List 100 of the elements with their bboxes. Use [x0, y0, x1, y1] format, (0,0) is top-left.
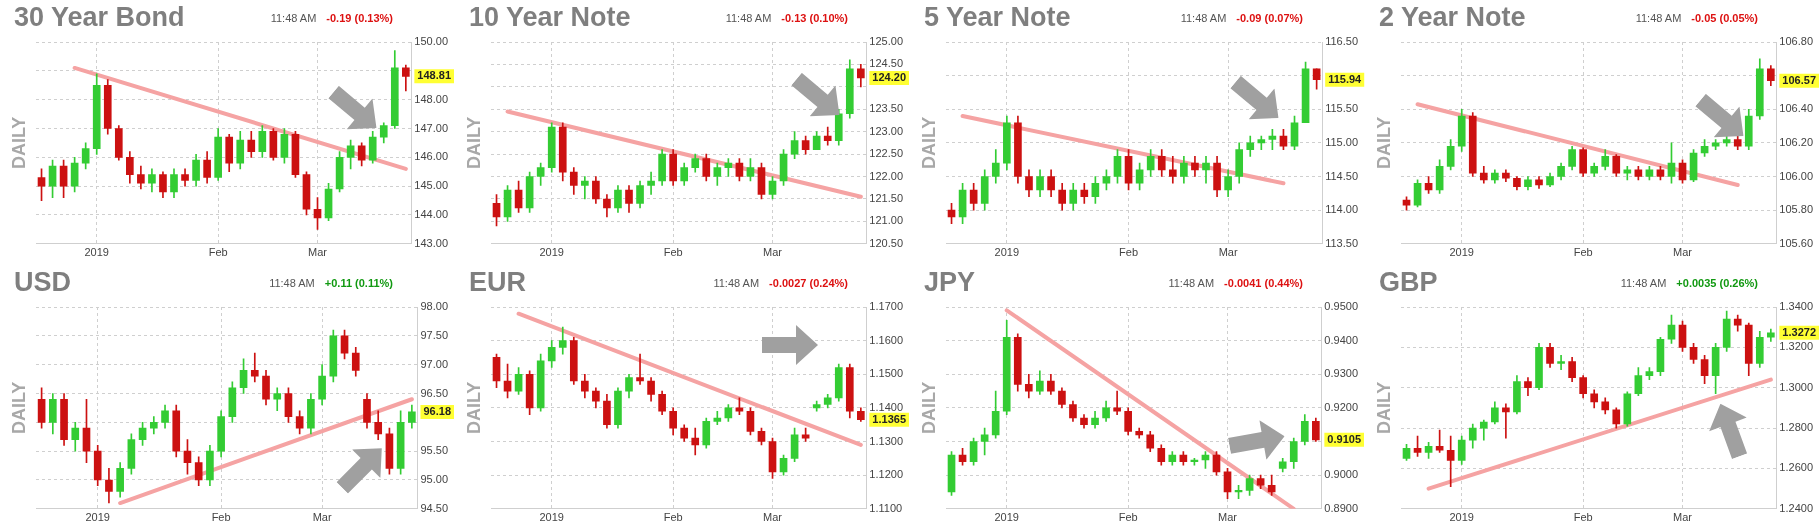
x-tick-label: 2019 [539, 246, 564, 259]
y-tick-label: 115.00 [1325, 135, 1358, 148]
text: 96.18 [423, 404, 451, 417]
y-tick-label: 1.3200 [1779, 340, 1814, 353]
x-tick-label: Mar [312, 511, 332, 524]
y-tick-label: 98.00 [420, 300, 448, 313]
y-tick-label: 145.00 [414, 179, 449, 192]
y-tick-label: 1.1400 [869, 400, 904, 413]
y-tick-label: 121.50 [869, 191, 904, 204]
x-tick-label: Feb [1573, 511, 1593, 524]
y-tick-label: 0.8900 [1324, 501, 1359, 514]
y-tick-label: 113.50 [1325, 236, 1358, 249]
x-tick-label: Mar [1673, 246, 1693, 259]
x-tick-label: 2019 [85, 511, 110, 524]
y-tick-label: 120.50 [869, 236, 904, 249]
candlestick [647, 171, 655, 195]
y-tick-label: 0.9300 [1324, 367, 1359, 380]
y-tick-label: 106.80 [1779, 35, 1814, 48]
y-tick-label: 1.2400 [1779, 501, 1814, 514]
x-tick-label: Mar [763, 511, 783, 524]
candlestick [1557, 355, 1565, 370]
y-tick-label: 123.00 [869, 124, 904, 137]
text: 124.20 [872, 70, 907, 83]
candlestick [1113, 390, 1121, 415]
y-tick-label: 144.00 [414, 208, 449, 220]
text: 115.94 [1328, 72, 1363, 85]
text: 0.9105 [1327, 432, 1362, 445]
y-tick-label: 1.3000 [1779, 380, 1814, 393]
y-tick-label: 97.50 [420, 328, 448, 341]
y-axis-title: DAILY [463, 381, 484, 435]
x-tick-label: Mar [1673, 511, 1693, 524]
x-tick-label: 2019 [539, 511, 564, 524]
text: 11:48 AM [1635, 12, 1682, 24]
text: 11:48 AM [713, 277, 760, 289]
y-tick-label: 106.20 [1779, 135, 1814, 148]
text: -0.05 (0.05%) [1691, 12, 1758, 24]
y-axis-title: DAILY [8, 116, 29, 170]
y-tick-label: 1.1700 [869, 300, 904, 313]
text: 11:48 AM [1180, 12, 1227, 24]
chart-title: 5 Year Note [924, 2, 1071, 33]
y-tick-label: 124.50 [869, 57, 904, 70]
chart-title: JPY [924, 267, 976, 298]
text: 11:48 AM [270, 12, 317, 24]
x-tick-label: 2019 [84, 246, 109, 259]
text: 148.81 [417, 69, 452, 82]
x-tick-label: 2019 [1449, 511, 1474, 524]
x-tick-label: Feb [663, 511, 683, 524]
x-tick-label: Mar [308, 246, 328, 259]
text: -0.13 (0.10%) [781, 12, 848, 24]
text: -0.09 (0.07%) [1236, 12, 1303, 24]
y-axis-title: DAILY [463, 116, 484, 170]
candlestick [250, 352, 259, 383]
y-tick-label: 1.1600 [869, 333, 904, 346]
x-tick-label: 2019 [1449, 246, 1474, 259]
chart-title: EUR [469, 267, 527, 298]
y-tick-label: 122.50 [869, 147, 904, 160]
y-tick-label: 106.40 [1779, 102, 1814, 115]
y-tick-label: 1.1200 [869, 468, 904, 481]
y-tick-label: 97.00 [420, 357, 448, 370]
y-tick-label: 115.50 [1325, 102, 1358, 115]
y-tick-label: 0.9500 [1324, 300, 1359, 313]
y-tick-label: 106.00 [1779, 169, 1814, 182]
text: +0.0035 (0.26%) [1676, 277, 1758, 289]
x-tick-label: Feb [1119, 246, 1139, 259]
chart-title: 30 Year Bond [14, 2, 185, 33]
y-tick-label: 1.1100 [869, 501, 903, 514]
candlestick [636, 353, 644, 385]
candlestick [581, 176, 589, 200]
y-tick-label: 105.60 [1779, 236, 1814, 249]
y-tick-label: 1.3400 [1779, 300, 1814, 313]
text: 1.1365 [872, 412, 907, 425]
text: 11:48 AM [725, 12, 772, 24]
text: 1.3272 [1782, 325, 1817, 338]
y-tick-label: 1.1300 [869, 434, 904, 447]
chart-title: GBP [1379, 267, 1438, 298]
y-tick-label: 147.00 [414, 121, 449, 134]
y-tick-label: 143.00 [414, 236, 449, 249]
y-tick-label: 0.9000 [1324, 468, 1359, 481]
y-tick-label: 146.00 [414, 150, 449, 163]
candlestick [1446, 435, 1455, 487]
y-tick-label: 114.50 [1325, 169, 1358, 182]
chart-title: 10 Year Note [469, 2, 631, 33]
y-tick-label: 95.00 [420, 473, 448, 485]
y-tick-label: 1.2600 [1779, 461, 1814, 474]
candlestick [1202, 156, 1210, 184]
x-tick-label: 2019 [994, 511, 1019, 524]
y-axis-title: DAILY [918, 116, 939, 170]
x-tick-label: Mar [763, 246, 783, 259]
y-axis-title: DAILY [1373, 116, 1394, 170]
y-tick-label: 105.80 [1779, 203, 1814, 216]
y-tick-label: 116.50 [1325, 35, 1358, 48]
x-tick-label: Feb [208, 246, 228, 259]
text: -0.0027 (0.24%) [769, 277, 848, 289]
x-tick-label: Mar [1218, 246, 1238, 259]
y-tick-label: 114.00 [1325, 203, 1358, 216]
x-tick-label: Mar [1218, 511, 1238, 524]
text: 11:48 AM [1620, 277, 1667, 289]
text: +0.11 (0.11%) [324, 277, 393, 289]
y-tick-label: 1.1500 [869, 367, 904, 380]
x-tick-label: Feb [211, 511, 231, 524]
